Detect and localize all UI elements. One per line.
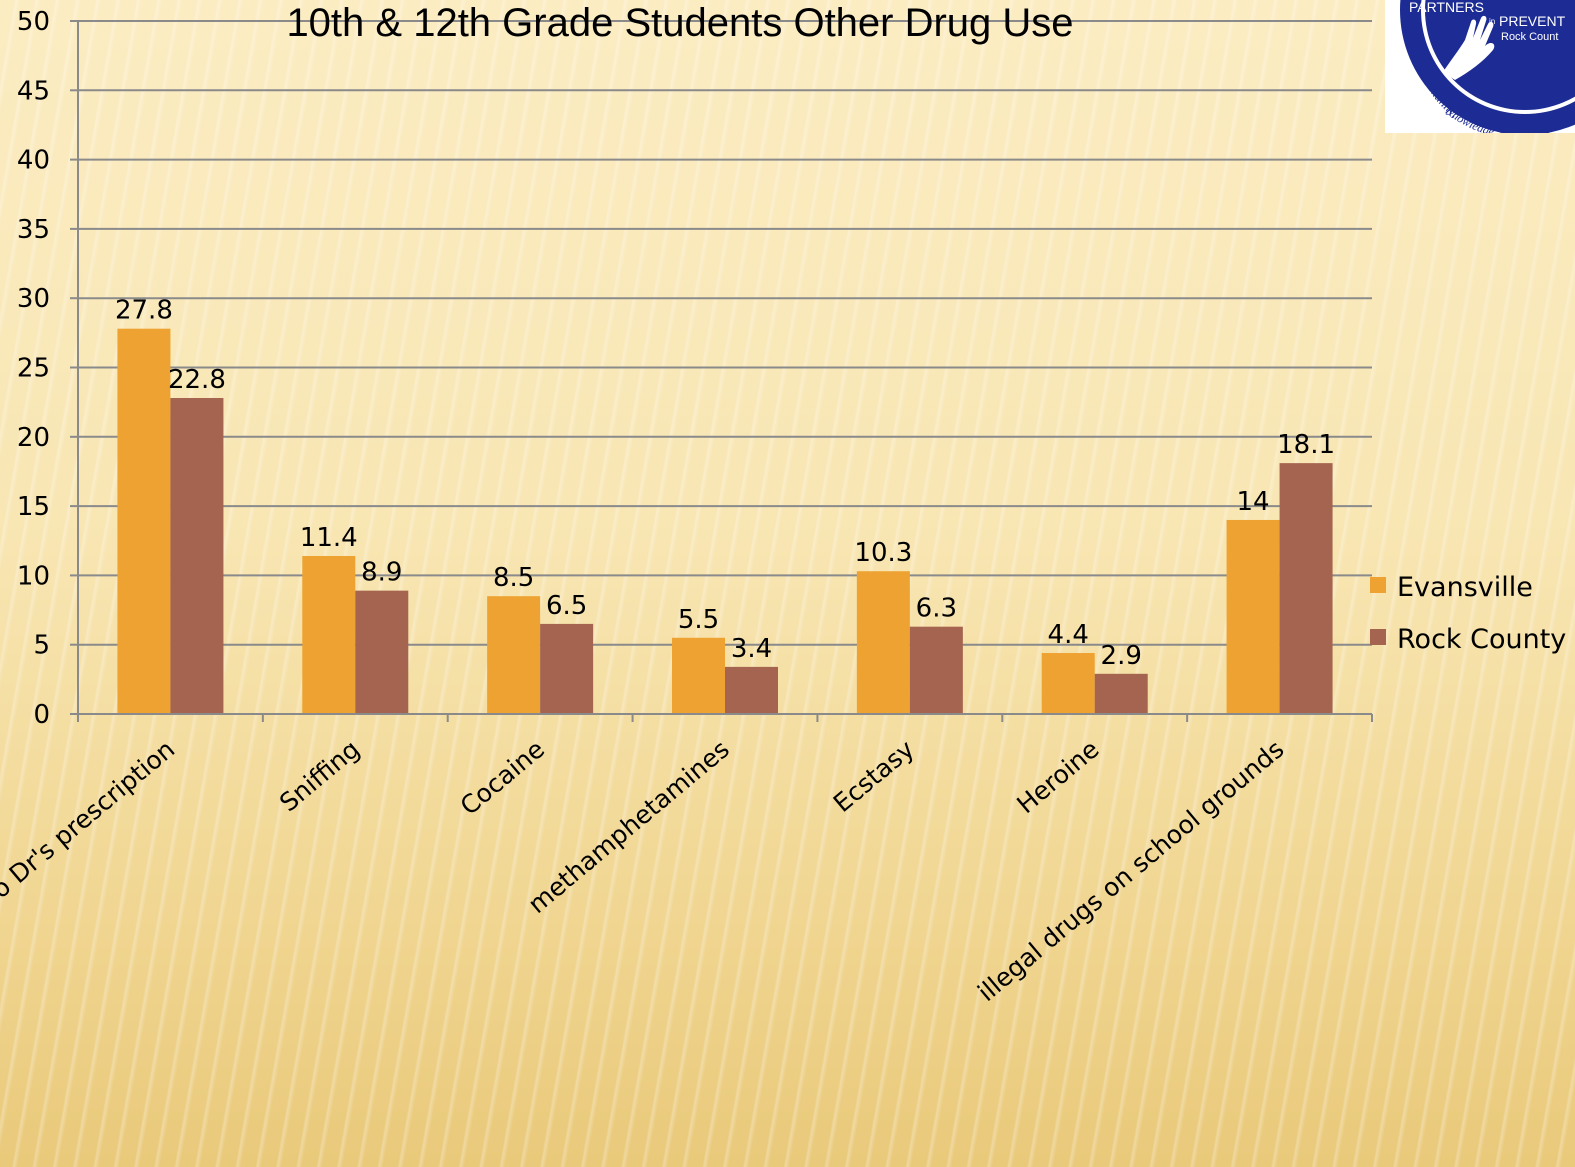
bars	[117, 328, 1333, 714]
bar	[909, 626, 963, 714]
data-label: 2.9	[1101, 641, 1142, 671]
y-tick-label: 45	[17, 76, 50, 106]
data-label: 11.4	[300, 523, 358, 553]
data-label: 6.5	[546, 591, 587, 621]
category-label: methamphetamines	[523, 734, 735, 919]
legend-label: Rock County	[1397, 624, 1566, 655]
y-tick-label: 30	[17, 284, 50, 314]
y-tick-label: 25	[17, 354, 50, 384]
y-tick-label: 10	[17, 561, 50, 591]
gridlines	[78, 20, 1372, 646]
bar	[1226, 519, 1280, 714]
data-label: 22.8	[168, 365, 226, 395]
logo-in-text: in	[1489, 17, 1495, 26]
data-labels: 27.8 22.8 11.48.9 8.5 6.5 5.5 3.4 10.36.3 4.4 2.9…	[115, 296, 1335, 671]
y-tick-label: 15	[17, 492, 50, 522]
bar	[170, 397, 224, 714]
bar	[1094, 673, 1148, 714]
bar	[117, 328, 171, 714]
y-tick-label: 5	[33, 631, 50, 661]
data-label: 4.4	[1048, 620, 1089, 650]
hand-icon	[1443, 15, 1495, 81]
legend-label: Evansville	[1397, 572, 1533, 603]
data-label: 3.4	[731, 634, 772, 664]
bar	[355, 590, 409, 714]
data-label: 18.1	[1277, 430, 1335, 460]
y-tick-label: 40	[17, 146, 50, 176]
bar	[1041, 653, 1095, 714]
legend-swatch	[1370, 629, 1386, 645]
y-tick-label: 35	[17, 215, 50, 245]
bar	[1279, 463, 1333, 714]
logo-partners-text: PARTNERS	[1409, 0, 1484, 15]
axes	[70, 20, 1373, 722]
category-label: Sniffing	[274, 734, 365, 817]
data-label: 10.3	[854, 538, 912, 568]
logo-county-text: Rock Count	[1501, 31, 1558, 43]
category-label: illegal drugs on school grounds	[972, 734, 1289, 1007]
bar	[725, 666, 778, 714]
bar	[487, 596, 541, 714]
data-label: 27.8	[115, 296, 173, 326]
legend: Evansville Rock County	[1370, 572, 1566, 655]
chart-title: 10th & 12th Grade Students Other Drug Us…	[286, 1, 1073, 45]
legend-swatch	[1370, 577, 1386, 593]
data-label: 14	[1237, 487, 1270, 517]
category-label: Cocaine	[455, 734, 550, 820]
bar	[302, 555, 356, 714]
y-tick-label: 50	[17, 7, 50, 37]
data-label: 8.5	[493, 563, 534, 593]
data-label: 8.9	[361, 558, 402, 588]
bar	[540, 623, 594, 714]
category-label: Heroine	[1011, 734, 1104, 819]
y-tick-label: 0	[33, 700, 50, 730]
x-tick-labels: o Dr's prescription Sniffing Cocainemetham…	[0, 734, 1289, 1007]
partners-in-prevention-logo: Where Community, Knowledge, and Chara PA…	[1385, 0, 1575, 133]
y-tick-labels: 0 5 10 15 20 25 30 35 40 45 50	[17, 7, 50, 730]
category-label: Ecstasy	[828, 734, 920, 818]
bar	[672, 637, 725, 714]
data-label: 6.3	[916, 594, 957, 624]
category-label: o Dr's prescription	[0, 734, 180, 904]
bar	[856, 571, 910, 714]
data-label: 5.5	[678, 605, 719, 635]
y-tick-label: 20	[17, 423, 50, 453]
logo-prevent-text: PREVENT	[1499, 13, 1566, 29]
